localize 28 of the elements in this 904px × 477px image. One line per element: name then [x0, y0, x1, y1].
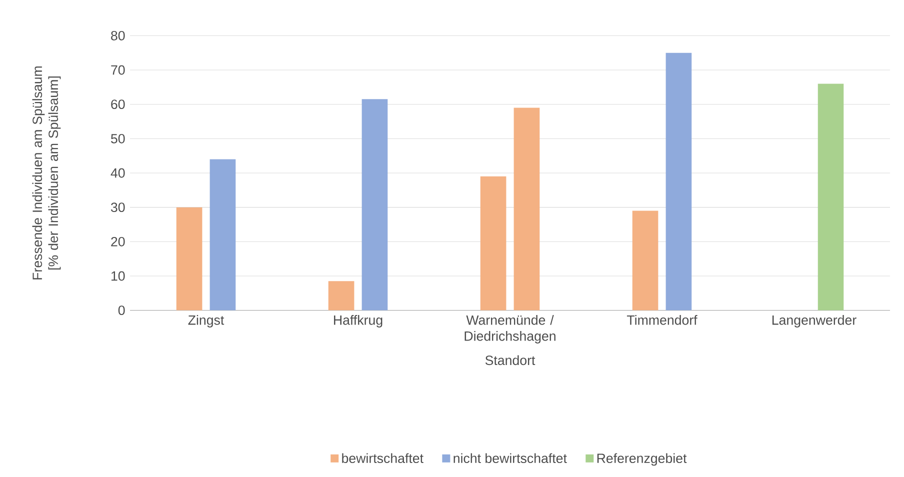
y-axis-title: Fressende Individuen am Spülsaum [% der Individuen am Spülsaum] — [32, 66, 61, 280]
x-tick-label: Haffkrug — [334, 315, 382, 328]
bar — [362, 99, 388, 310]
legend-label: Referenzgebiet — [597, 453, 687, 466]
y-tick-label: 20 — [111, 236, 125, 246]
y-tick-label: 80 — [111, 30, 125, 40]
x-tick-label: Langenwerder — [772, 315, 856, 328]
legend-label: nicht bewirtschaftet — [454, 453, 567, 464]
bar — [480, 176, 506, 310]
bar — [514, 108, 540, 310]
bar — [210, 159, 236, 310]
legend-label: bewirtschaftet — [342, 453, 424, 464]
bar — [818, 84, 844, 310]
bar — [176, 207, 202, 310]
bar — [328, 281, 354, 310]
y-tick-label: 10 — [111, 271, 125, 281]
y-tick-label: 70 — [111, 65, 125, 75]
y-tick-label: 50 — [111, 134, 125, 144]
y-tick-label: 30 — [110, 202, 125, 212]
y-tick-label: 60 — [111, 100, 125, 110]
bar — [666, 52, 692, 310]
y-tick-label: 0 — [118, 306, 125, 316]
bar — [632, 210, 658, 310]
x-tick-label: Timmendorf — [626, 315, 698, 325]
x-tick-label: Zingst — [188, 315, 224, 328]
x-axis-title: Standort — [485, 355, 536, 366]
y-tick-label: 40 — [110, 168, 125, 178]
x-tick-label: Warnemünde / Diedrichshagen — [464, 315, 556, 344]
